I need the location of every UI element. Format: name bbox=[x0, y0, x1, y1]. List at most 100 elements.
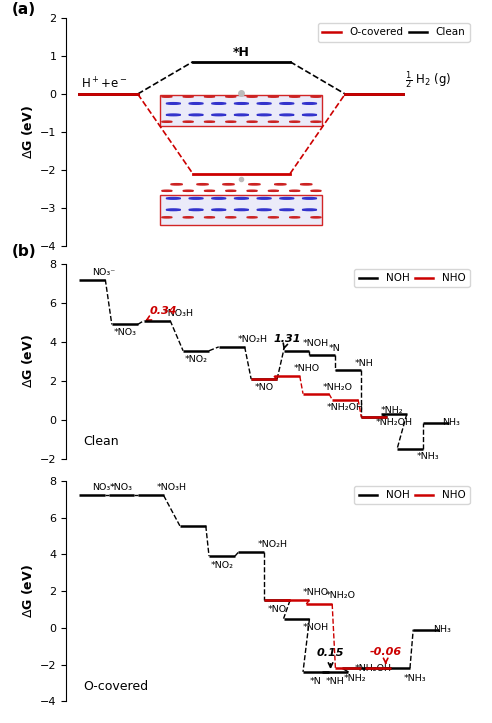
Legend: O-covered, Clean: O-covered, Clean bbox=[318, 23, 469, 42]
Circle shape bbox=[183, 121, 193, 122]
Text: *N: *N bbox=[310, 677, 322, 686]
Circle shape bbox=[162, 96, 172, 98]
Text: NO₃⁻: NO₃⁻ bbox=[92, 268, 116, 277]
Text: *NO₃H: *NO₃H bbox=[164, 309, 194, 317]
Text: *NO₂H: *NO₂H bbox=[258, 540, 288, 549]
Circle shape bbox=[289, 190, 300, 192]
Circle shape bbox=[257, 103, 271, 104]
Circle shape bbox=[234, 209, 248, 210]
Text: H$^+$+e$^-$: H$^+$+e$^-$ bbox=[81, 76, 127, 91]
Circle shape bbox=[189, 209, 203, 210]
Text: *N: *N bbox=[329, 343, 340, 353]
Circle shape bbox=[226, 190, 236, 192]
Circle shape bbox=[279, 114, 294, 116]
Y-axis label: $\Delta$G (eV): $\Delta$G (eV) bbox=[20, 105, 34, 159]
Circle shape bbox=[289, 96, 300, 98]
Text: 0.34: 0.34 bbox=[147, 306, 178, 320]
Circle shape bbox=[234, 197, 248, 200]
Y-axis label: $\Delta$G (eV): $\Delta$G (eV) bbox=[20, 335, 34, 388]
Text: *NH₂OH: *NH₂OH bbox=[327, 403, 364, 412]
Circle shape bbox=[257, 209, 271, 210]
Circle shape bbox=[257, 114, 271, 116]
Circle shape bbox=[226, 217, 236, 218]
Text: 0.15: 0.15 bbox=[317, 649, 344, 667]
Circle shape bbox=[311, 217, 321, 218]
Circle shape bbox=[212, 103, 226, 104]
Circle shape bbox=[226, 96, 236, 98]
Text: *NO₃: *NO₃ bbox=[113, 328, 136, 338]
Circle shape bbox=[189, 114, 203, 116]
Text: *NO₂: *NO₂ bbox=[184, 355, 208, 364]
Circle shape bbox=[279, 103, 294, 104]
Text: *NH₂O: *NH₂O bbox=[326, 591, 356, 600]
Text: (b): (b) bbox=[11, 244, 36, 259]
Text: *NO₂: *NO₂ bbox=[211, 561, 234, 570]
Circle shape bbox=[247, 217, 257, 218]
Circle shape bbox=[289, 121, 300, 122]
Circle shape bbox=[234, 114, 248, 116]
Text: NH₃: NH₃ bbox=[432, 625, 451, 634]
Circle shape bbox=[311, 96, 321, 98]
Text: *NHO: *NHO bbox=[293, 364, 319, 373]
Text: NO₃⁻: NO₃⁻ bbox=[92, 483, 116, 492]
Circle shape bbox=[311, 190, 321, 192]
Text: *NO₃: *NO₃ bbox=[110, 483, 133, 492]
Circle shape bbox=[279, 197, 294, 200]
Circle shape bbox=[226, 121, 236, 122]
Text: *NO₂H: *NO₂H bbox=[238, 335, 268, 344]
Text: $\frac{1}{2}$ H$_2$ (g): $\frac{1}{2}$ H$_2$ (g) bbox=[405, 69, 452, 91]
Legend: NOH, NHO: NOH, NHO bbox=[354, 486, 469, 505]
Circle shape bbox=[303, 103, 317, 104]
Circle shape bbox=[197, 184, 209, 185]
Y-axis label: $\Delta$G (eV): $\Delta$G (eV) bbox=[20, 564, 34, 618]
Circle shape bbox=[171, 184, 183, 185]
Circle shape bbox=[303, 197, 317, 200]
Circle shape bbox=[247, 96, 257, 98]
Circle shape bbox=[289, 217, 300, 218]
Circle shape bbox=[162, 217, 172, 218]
Circle shape bbox=[189, 197, 203, 200]
Text: *NH₂: *NH₂ bbox=[343, 674, 366, 683]
Circle shape bbox=[212, 209, 226, 210]
Bar bbox=[160, 95, 322, 127]
Text: *NH₂OH: *NH₂OH bbox=[355, 664, 392, 672]
Circle shape bbox=[268, 217, 278, 218]
Circle shape bbox=[189, 103, 203, 104]
Text: *NHO: *NHO bbox=[303, 588, 329, 596]
Circle shape bbox=[204, 217, 215, 218]
Circle shape bbox=[204, 121, 215, 122]
Circle shape bbox=[183, 190, 193, 192]
Text: *NH₂O: *NH₂O bbox=[322, 382, 352, 392]
Circle shape bbox=[212, 197, 226, 200]
Circle shape bbox=[303, 114, 317, 116]
Text: *NO: *NO bbox=[254, 383, 274, 392]
Circle shape bbox=[275, 184, 286, 185]
Circle shape bbox=[183, 217, 193, 218]
Text: *NH₃: *NH₃ bbox=[416, 453, 439, 461]
Circle shape bbox=[268, 121, 278, 122]
Circle shape bbox=[183, 96, 193, 98]
Circle shape bbox=[248, 184, 260, 185]
Text: *NOH: *NOH bbox=[303, 623, 329, 632]
Circle shape bbox=[162, 190, 172, 192]
Circle shape bbox=[223, 184, 234, 185]
Circle shape bbox=[279, 209, 294, 210]
Circle shape bbox=[166, 114, 181, 116]
Text: (a): (a) bbox=[11, 1, 35, 17]
Circle shape bbox=[212, 114, 226, 116]
Text: *NOH: *NOH bbox=[303, 339, 329, 348]
Circle shape bbox=[268, 96, 278, 98]
Circle shape bbox=[166, 103, 181, 104]
Text: *NO₃H: *NO₃H bbox=[157, 483, 187, 492]
Circle shape bbox=[301, 184, 312, 185]
Text: *NH: *NH bbox=[326, 677, 345, 686]
Circle shape bbox=[162, 121, 172, 122]
Legend: NOH, NHO: NOH, NHO bbox=[354, 269, 469, 288]
Text: *NH₂OH: *NH₂OH bbox=[375, 418, 412, 427]
Text: O-covered: O-covered bbox=[83, 680, 148, 693]
Text: 1.31: 1.31 bbox=[273, 334, 301, 349]
Text: NH₃: NH₃ bbox=[442, 419, 460, 427]
Circle shape bbox=[166, 209, 181, 210]
Bar bbox=[160, 195, 322, 225]
Text: *NH: *NH bbox=[355, 359, 373, 368]
